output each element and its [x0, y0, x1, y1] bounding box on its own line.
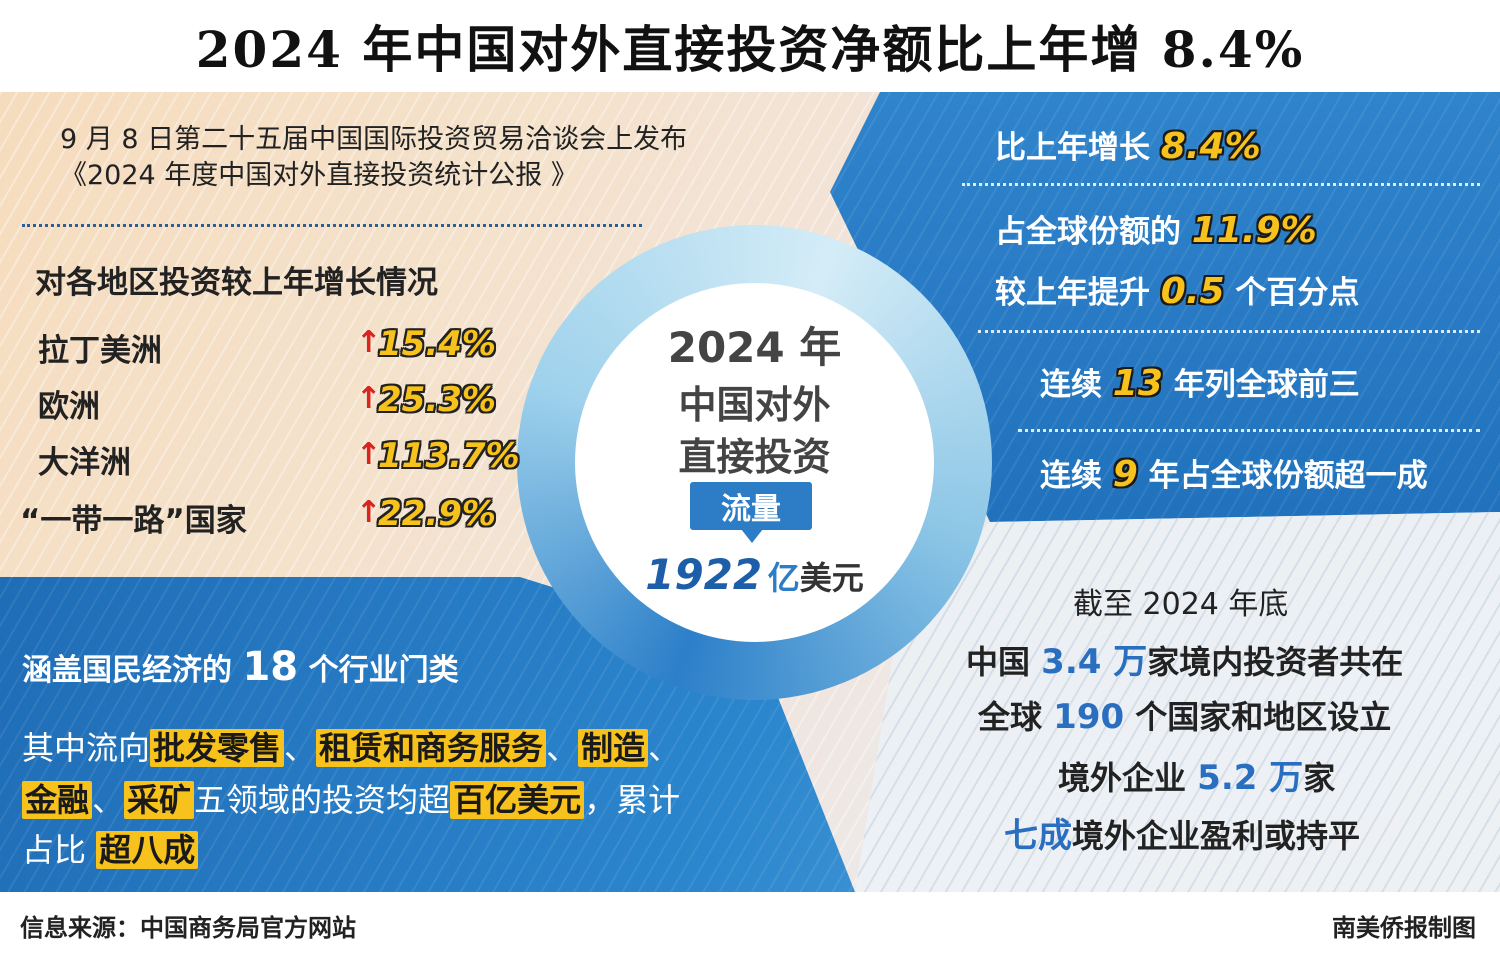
- investors-suffix: 家境内投资者共在: [1147, 643, 1404, 681]
- divider: [1018, 429, 1480, 432]
- enterprises-suffix: 家: [1303, 759, 1336, 797]
- profit-suffix: 境外企业盈利或持平: [1072, 817, 1361, 855]
- enterprises-prefix: 境外企业: [1058, 759, 1187, 797]
- separator: 、: [546, 729, 579, 767]
- tenth-value: 9: [1112, 454, 1138, 495]
- sectors-line-3: 占比 超八成: [22, 830, 199, 870]
- investors-value: 3.4 万: [1041, 642, 1148, 682]
- growth-line: 比上年增长 8.4%: [995, 122, 1261, 167]
- enterprises-line: 境外企业 5.2 万家: [1058, 750, 1335, 799]
- center-line-3: 直接投资: [678, 435, 831, 479]
- divider: [22, 224, 642, 227]
- top3-suffix: 年列全球前三: [1173, 367, 1360, 403]
- amount-value: 1922: [645, 550, 763, 599]
- region-growth: 22.9%: [378, 494, 496, 534]
- divider: [962, 183, 1480, 186]
- center-circle: [575, 283, 934, 642]
- sector-tag: 金融: [22, 781, 93, 819]
- page-title: 2024 年中国对外直接投资净额比上年增 8.4%: [195, 20, 1305, 79]
- countries-suffix: 个国家和地区设立: [1135, 698, 1392, 736]
- sector-tag: 采矿: [124, 781, 195, 819]
- separator: 、: [648, 729, 681, 767]
- growth-value: 8.4%: [1160, 126, 1261, 167]
- top3-line: 连续 13 年列全球前三: [1040, 359, 1360, 404]
- industries-heading: 涵盖国民经济的 18 个行业门类: [22, 644, 459, 690]
- share-line: 占全球份额的 11.9%: [995, 206, 1317, 251]
- sectors-prefix: 其中流向: [22, 729, 151, 767]
- sector-tag: 租赁和商务服务: [316, 729, 547, 767]
- growth-label: 比上年增长: [995, 130, 1150, 166]
- sector-tag: 批发零售: [150, 729, 285, 767]
- region-name: 欧洲: [38, 389, 100, 425]
- region-growth: 15.4%: [378, 324, 496, 364]
- investors-line: 中国 3.4 万家境内投资者共在: [966, 634, 1403, 683]
- sector-tag: 制造: [578, 729, 649, 767]
- flow-badge-pointer: [741, 529, 763, 543]
- divider: [978, 330, 1480, 333]
- sectors-tail-text: ，累计: [584, 781, 681, 819]
- infographic-panel: 9 月 8 日第二十五届中国国际投资贸易洽谈会上发布 《2024 年度中国对外直…: [0, 92, 1500, 892]
- rise-value: 0.5: [1160, 271, 1225, 312]
- industries-suffix: 个行业门类: [308, 653, 459, 688]
- flow-badge: 流量: [690, 482, 812, 530]
- industries-prefix: 涵盖国民经济的: [22, 653, 232, 688]
- center-line-2: 中国对外: [678, 383, 831, 427]
- countries-value: 190: [1053, 697, 1125, 737]
- credit-note: 南美侨报制图: [1332, 914, 1476, 942]
- profit-value: 七成: [1004, 816, 1072, 856]
- industries-value: 18: [242, 644, 299, 690]
- region-growth: 113.7%: [378, 436, 520, 476]
- year-end-heading: 截至 2024 年底: [1073, 587, 1289, 622]
- enterprises-value: 5.2 万: [1197, 758, 1304, 798]
- region-name: 大洋洲: [38, 445, 131, 481]
- sectors-line-1: 其中流向批发零售、租赁和商务服务、制造、: [22, 728, 680, 768]
- regions-heading: 对各地区投资较上年增长情况: [35, 265, 438, 301]
- source-note: 信息来源：中国商务局官方网站: [20, 914, 356, 942]
- center-year: 2024 年: [667, 323, 842, 372]
- separator: 、: [284, 729, 317, 767]
- share-value: 11.9%: [1191, 210, 1317, 251]
- countries-prefix: 全球: [978, 698, 1043, 736]
- flow-amount: 1922 亿美元: [575, 550, 934, 599]
- countries-line: 全球 190 个国家和地区设立: [978, 692, 1391, 738]
- share-tag: 超八成: [96, 831, 199, 869]
- top3-value: 13: [1112, 363, 1163, 404]
- share-prefix: 占比: [22, 831, 87, 869]
- amount-unit-usd: 美元: [799, 559, 864, 597]
- region-name: 拉丁美洲: [38, 333, 162, 369]
- rise-prefix: 较上年提升: [995, 275, 1150, 311]
- sectors-line-2: 金融、采矿五领域的投资均超百亿美元，累计: [22, 780, 680, 820]
- separator: 、: [92, 781, 125, 819]
- intro-line-2: 《2024 年度中国对外直接投资统计公报 》: [60, 160, 578, 191]
- up-arrow-icon: ↑: [356, 495, 382, 530]
- amount-unit-yi: 亿: [767, 559, 800, 597]
- up-arrow-icon: ↑: [356, 325, 382, 360]
- up-arrow-icon: ↑: [356, 381, 382, 416]
- rise-line: 较上年提升 0.5 个百分点: [995, 267, 1359, 312]
- threshold-tag: 百亿美元: [450, 781, 585, 819]
- share-label: 占全球份额的: [995, 214, 1181, 250]
- region-growth: 25.3%: [378, 380, 496, 420]
- top3-prefix: 连续: [1040, 367, 1102, 403]
- rise-suffix: 个百分点: [1235, 275, 1360, 311]
- up-arrow-icon: ↑: [356, 437, 382, 472]
- investors-prefix: 中国: [966, 643, 1031, 681]
- region-name: “一带一路”国家: [20, 503, 247, 539]
- profit-line: 七成境外企业盈利或持平: [1004, 808, 1360, 857]
- intro-text: 9 月 8 日第二十五届中国国际投资贸易洽谈会上发布 《2024 年度中国对外直…: [60, 122, 687, 194]
- tenth-line: 连续 9 年占全球份额超一成: [1040, 450, 1428, 495]
- sectors-mid-text: 五领域的投资均超: [194, 781, 451, 819]
- tenth-prefix: 连续: [1040, 458, 1102, 494]
- tenth-suffix: 年占全球份额超一成: [1148, 458, 1428, 494]
- intro-line-1: 9 月 8 日第二十五届中国国际投资贸易洽谈会上发布: [60, 124, 688, 155]
